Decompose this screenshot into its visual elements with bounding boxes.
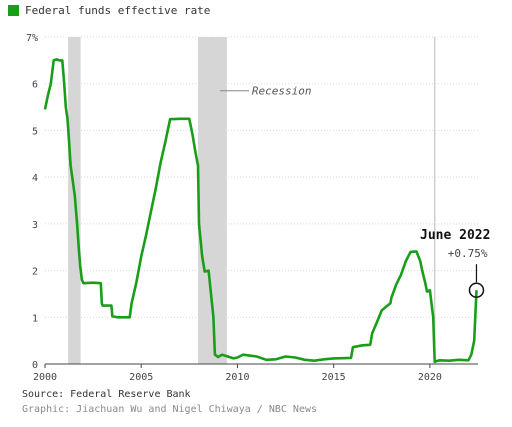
annotation-marker	[468, 282, 485, 298]
x-tick-label: 2020	[418, 372, 442, 383]
y-tick-label: 6	[32, 80, 38, 91]
x-tick-label: 2015	[322, 372, 346, 383]
y-tick-label: 0	[32, 360, 38, 371]
y-tick-label: 4	[32, 173, 38, 184]
y-axis: 0 1 2 3 4 5 6 7%	[26, 33, 38, 371]
legend-swatch	[8, 5, 19, 16]
y-tick-label: 2	[32, 267, 38, 278]
y-tick-label: 5	[32, 126, 38, 137]
annotation-title: June 2022	[420, 228, 490, 243]
series-line	[43, 58, 478, 363]
x-tick-label: 2005	[129, 372, 153, 383]
legend-label: Federal funds effective rate	[25, 4, 211, 17]
x-tick-label: 2000	[33, 372, 57, 383]
x-axis: 2000 2005 2010 2015 2020	[33, 363, 478, 383]
source-note: Source: Federal Reserve Bank	[22, 389, 191, 400]
series-group	[43, 58, 478, 363]
y-tick-label: 1	[32, 313, 38, 324]
chart-legend: Federal funds effective rate	[8, 4, 210, 17]
annotation-value: +0.75%	[448, 247, 488, 260]
y-tick-label: 7%	[26, 33, 38, 44]
x-tick-label: 2010	[225, 372, 249, 383]
y-tick-label: 3	[32, 220, 38, 231]
line-chart: 2000 2005 2010 2015 2020 0 1 2 3 4 5 6 7% Recession…	[26, 33, 491, 383]
gridlines	[45, 36, 478, 318]
recession-label: Recession	[252, 85, 312, 98]
graphic-credit: Graphic: Jiachuan Wu and Nigel Chiwaya /…	[22, 404, 318, 415]
recession-bands	[68, 37, 227, 364]
annotation-group: Recession June 2022 +0.75%	[220, 85, 490, 298]
